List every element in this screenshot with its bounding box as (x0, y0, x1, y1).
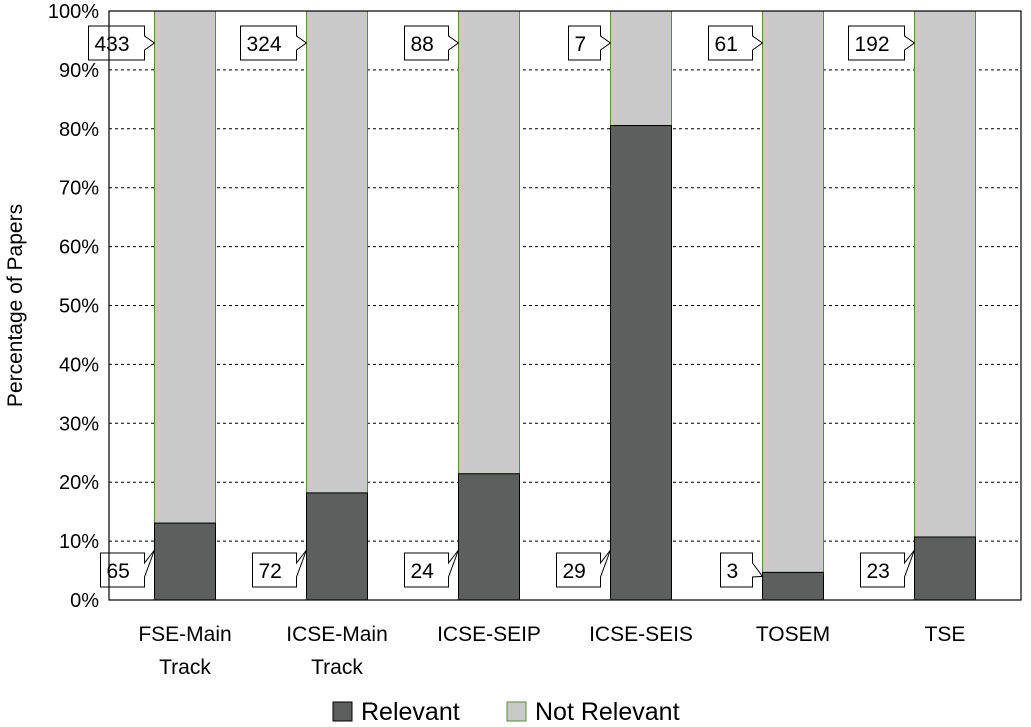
data-label: 23 (867, 560, 890, 583)
y-tick-label: 30% (59, 413, 99, 435)
y-tick-label: 100% (48, 1, 99, 23)
data-label-box (404, 25, 460, 61)
bars (154, 10, 976, 601)
data-label-box (404, 549, 459, 588)
x-category-label: TOSEM (756, 623, 830, 646)
plot-area (108, 10, 1022, 601)
y-tick-label: 80% (59, 119, 99, 141)
bar-not-relevant (154, 10, 216, 524)
y-tick-label: 90% (59, 60, 99, 82)
bar-relevant (914, 536, 976, 601)
legend: Relevant Not Relevant (332, 698, 680, 726)
data-label: 7 (575, 33, 587, 56)
x-category-label: ICSE-Main (286, 623, 388, 646)
data-label-box (240, 25, 308, 61)
x-axis-categories: FSE-Main Track ICSE-Main Track ICSE-SEIP ICSE… (138, 623, 965, 679)
x-category-label: Track (159, 656, 211, 679)
legend-label: Not Relevant (535, 698, 680, 726)
x-category-label: ICSE-SEIP (437, 623, 541, 646)
bar-not-relevant (914, 10, 976, 538)
data-label-box (88, 25, 156, 61)
legend-label: Relevant (361, 698, 460, 726)
y-tick-label: 10% (59, 531, 99, 553)
legend-swatch (506, 701, 527, 722)
y-tick-label: 70% (59, 178, 99, 200)
bar-relevant (762, 571, 824, 601)
data-label-box (252, 549, 307, 588)
x-category-label: TSE (925, 623, 966, 646)
y-axis-ticks: 0% 10% 20% 30% 40% 50% 60% 70% 80% 90% 100% (48, 1, 99, 612)
data-label: 3 (727, 560, 739, 583)
bar-not-relevant (306, 10, 368, 494)
data-label: 61 (715, 33, 738, 56)
data-label-box (568, 25, 612, 61)
x-category-label: ICSE-SEIS (589, 623, 693, 646)
bar-relevant (458, 473, 520, 601)
data-label-box (720, 552, 764, 588)
y-tick-label: 60% (59, 237, 99, 259)
data-label: 29 (563, 560, 586, 583)
bar-not-relevant (610, 10, 672, 127)
y-axis-label: Percentage of Papers (4, 204, 27, 407)
data-label: 433 (95, 33, 130, 56)
data-label: 65 (107, 560, 130, 583)
data-label: 24 (411, 560, 435, 583)
bar-not-relevant (458, 10, 520, 475)
data-label-box (100, 549, 155, 588)
gridlines (109, 69, 1021, 542)
y-tick-label: 50% (59, 296, 99, 318)
data-label: 88 (411, 33, 434, 56)
bar-relevant (154, 522, 216, 601)
data-label: 192 (855, 33, 890, 56)
data-label-box (848, 25, 916, 61)
data-labels: 433 65 324 72 88 24 7 29 61 3 192 23 (88, 25, 916, 588)
y-tick-label: 40% (59, 354, 99, 376)
data-label: 72 (259, 560, 282, 583)
bar-relevant (610, 125, 672, 601)
bar-not-relevant (762, 10, 824, 573)
x-category-label: FSE-Main (138, 623, 231, 646)
x-category-label: Track (311, 656, 363, 679)
data-label-box (708, 25, 764, 61)
bar-relevant (306, 492, 368, 601)
data-label-box (860, 549, 915, 588)
legend-swatch (332, 701, 353, 722)
y-tick-label: 0% (70, 590, 99, 612)
data-label: 324 (247, 33, 282, 56)
data-label-box (556, 549, 611, 588)
y-tick-label: 20% (59, 472, 99, 494)
